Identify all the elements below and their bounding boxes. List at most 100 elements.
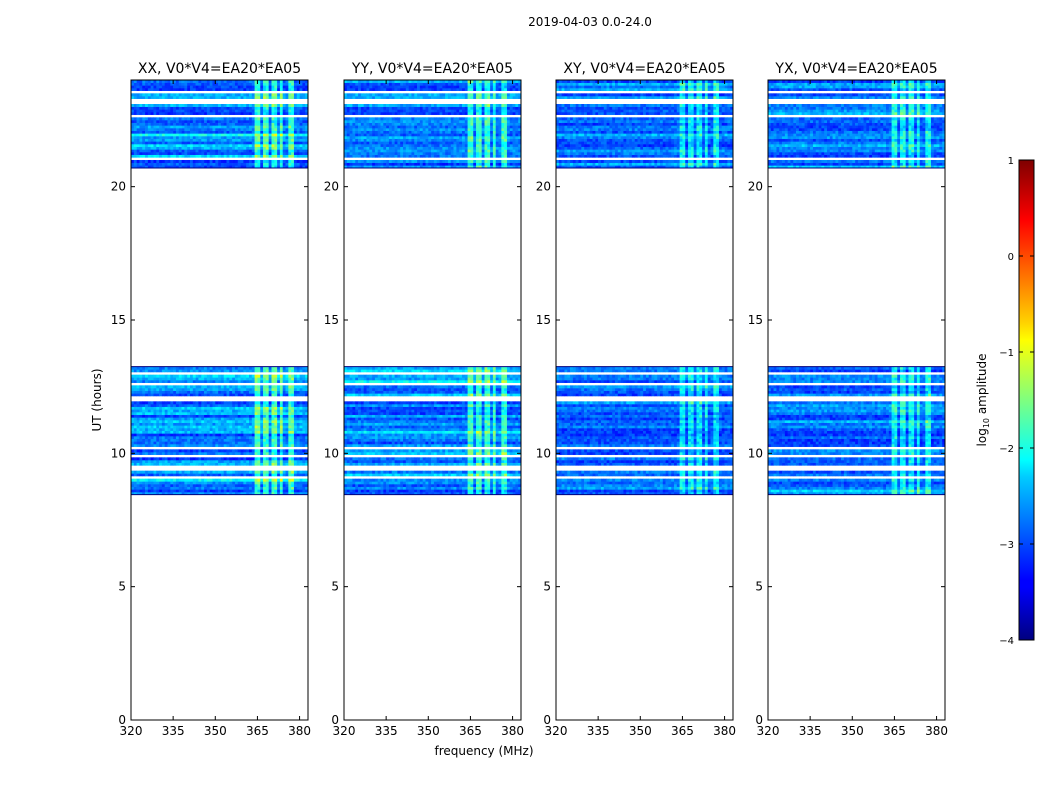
- heatmap-cell: [192, 444, 196, 447]
- heatmap-cell: [150, 144, 154, 147]
- heatmap-cell: [249, 438, 253, 442]
- heatmap-cell: [167, 430, 171, 434]
- heatmap-cell: [254, 138, 258, 142]
- heatmap-cell: [237, 404, 241, 407]
- heatmap-cell: [305, 154, 309, 158]
- heatmap-cell: [232, 422, 236, 426]
- heatmap-cell: [506, 478, 511, 482]
- heatmap-cell: [260, 82, 264, 86]
- heatmap-cell: [277, 160, 281, 163]
- heatmap-cell: [175, 112, 180, 115]
- heatmap-cell: [240, 457, 244, 461]
- heatmap-cell: [431, 484, 435, 487]
- heatmap-cell: [159, 144, 163, 147]
- heatmap-cell: [187, 160, 191, 163]
- heatmap-cell: [209, 436, 213, 439]
- heatmap-cell: [223, 452, 227, 455]
- heatmap-cell: [251, 162, 255, 166]
- heatmap-cell: [133, 144, 137, 147]
- heatmap-cell: [164, 85, 168, 89]
- heatmap-cell: [164, 390, 168, 394]
- heatmap-cell: [279, 489, 284, 493]
- heatmap-cell: [274, 88, 278, 91]
- heatmap-cell: [305, 449, 309, 453]
- heatmap-cell: [209, 133, 213, 137]
- heatmap-cell: [296, 138, 300, 142]
- heatmap-cell: [232, 130, 236, 134]
- heatmap-cell: [212, 486, 216, 490]
- heatmap-cell: [229, 149, 233, 153]
- heatmap-cell: [178, 130, 182, 134]
- heatmap-cell: [226, 154, 230, 158]
- heatmap-cell: [243, 470, 247, 474]
- heatmap-cell: [187, 460, 191, 463]
- heatmap-cell: [299, 473, 303, 477]
- heatmap-cell: [147, 138, 151, 142]
- heatmap-cell: [223, 106, 227, 110]
- heatmap-cell: [277, 393, 281, 397]
- heatmap-cell: [178, 401, 182, 405]
- heatmap-cell: [265, 154, 269, 158]
- heatmap-cell: [274, 433, 278, 437]
- heatmap-cell: [495, 470, 499, 474]
- heatmap-cell: [206, 492, 210, 495]
- heatmap-cell: [167, 104, 171, 107]
- heatmap-cell: [302, 130, 306, 134]
- heatmap-cell: [285, 93, 289, 97]
- heatmap-cell: [386, 478, 390, 482]
- heatmap-cell: [204, 473, 208, 477]
- heatmap-cell: [254, 369, 258, 373]
- heatmap-cell: [515, 462, 519, 466]
- heatmap-cell: [377, 452, 381, 455]
- heatmap-cell: [195, 96, 199, 99]
- heatmap-cell: [380, 452, 384, 455]
- heatmap-cell: [206, 120, 210, 123]
- heatmap-cell: [268, 428, 272, 431]
- heatmap-cell: [249, 80, 253, 83]
- heatmap-cell: [293, 154, 298, 158]
- heatmap-cell: [190, 117, 194, 121]
- heatmap-cell: [173, 417, 177, 421]
- heatmap-cell: [145, 393, 149, 397]
- heatmap-cell: [260, 425, 264, 429]
- heatmap-cell: [442, 489, 446, 493]
- heatmap-cell: [187, 449, 191, 453]
- heatmap-cell: [302, 96, 306, 99]
- heatmap-cell: [232, 462, 236, 466]
- heatmap-cell: [285, 404, 289, 407]
- heatmap-cell: [220, 136, 225, 139]
- heatmap-cell: [355, 484, 359, 487]
- heatmap-cell: [246, 369, 250, 373]
- heatmap-cell: [133, 165, 137, 169]
- heatmap-cell: [192, 85, 196, 89]
- heatmap-cell: [192, 401, 196, 405]
- heatmap-cell: [293, 420, 298, 423]
- heatmap-cell: [265, 85, 269, 89]
- heatmap-cell: [175, 436, 180, 439]
- heatmap-cell: [170, 470, 174, 474]
- heatmap-cell: [279, 125, 284, 129]
- heatmap-cell: [279, 414, 284, 418]
- heatmap-cell: [142, 128, 146, 131]
- heatmap-cell: [206, 393, 210, 397]
- heatmap-cell: [195, 492, 199, 495]
- heatmap-cell: [251, 428, 255, 431]
- heatmap-cell: [254, 117, 258, 121]
- heatmap-cell: [184, 369, 188, 373]
- heatmap-cell: [279, 149, 284, 153]
- heatmap-cell: [234, 109, 239, 113]
- heatmap-cell: [212, 165, 216, 169]
- heatmap-cell: [467, 484, 471, 487]
- heatmap-cell: [198, 452, 202, 455]
- heatmap-cell: [187, 430, 191, 434]
- heatmap-cell: [518, 478, 522, 482]
- heatmap-cell: [136, 93, 140, 97]
- heatmap-cell: [263, 457, 267, 461]
- heatmap-cell: [263, 478, 267, 482]
- heatmap-cell: [181, 144, 185, 147]
- heatmap-cell: [428, 473, 432, 477]
- heatmap-cell: [161, 441, 166, 445]
- heatmap-cell: [145, 470, 149, 474]
- heatmap-cell: [243, 452, 247, 455]
